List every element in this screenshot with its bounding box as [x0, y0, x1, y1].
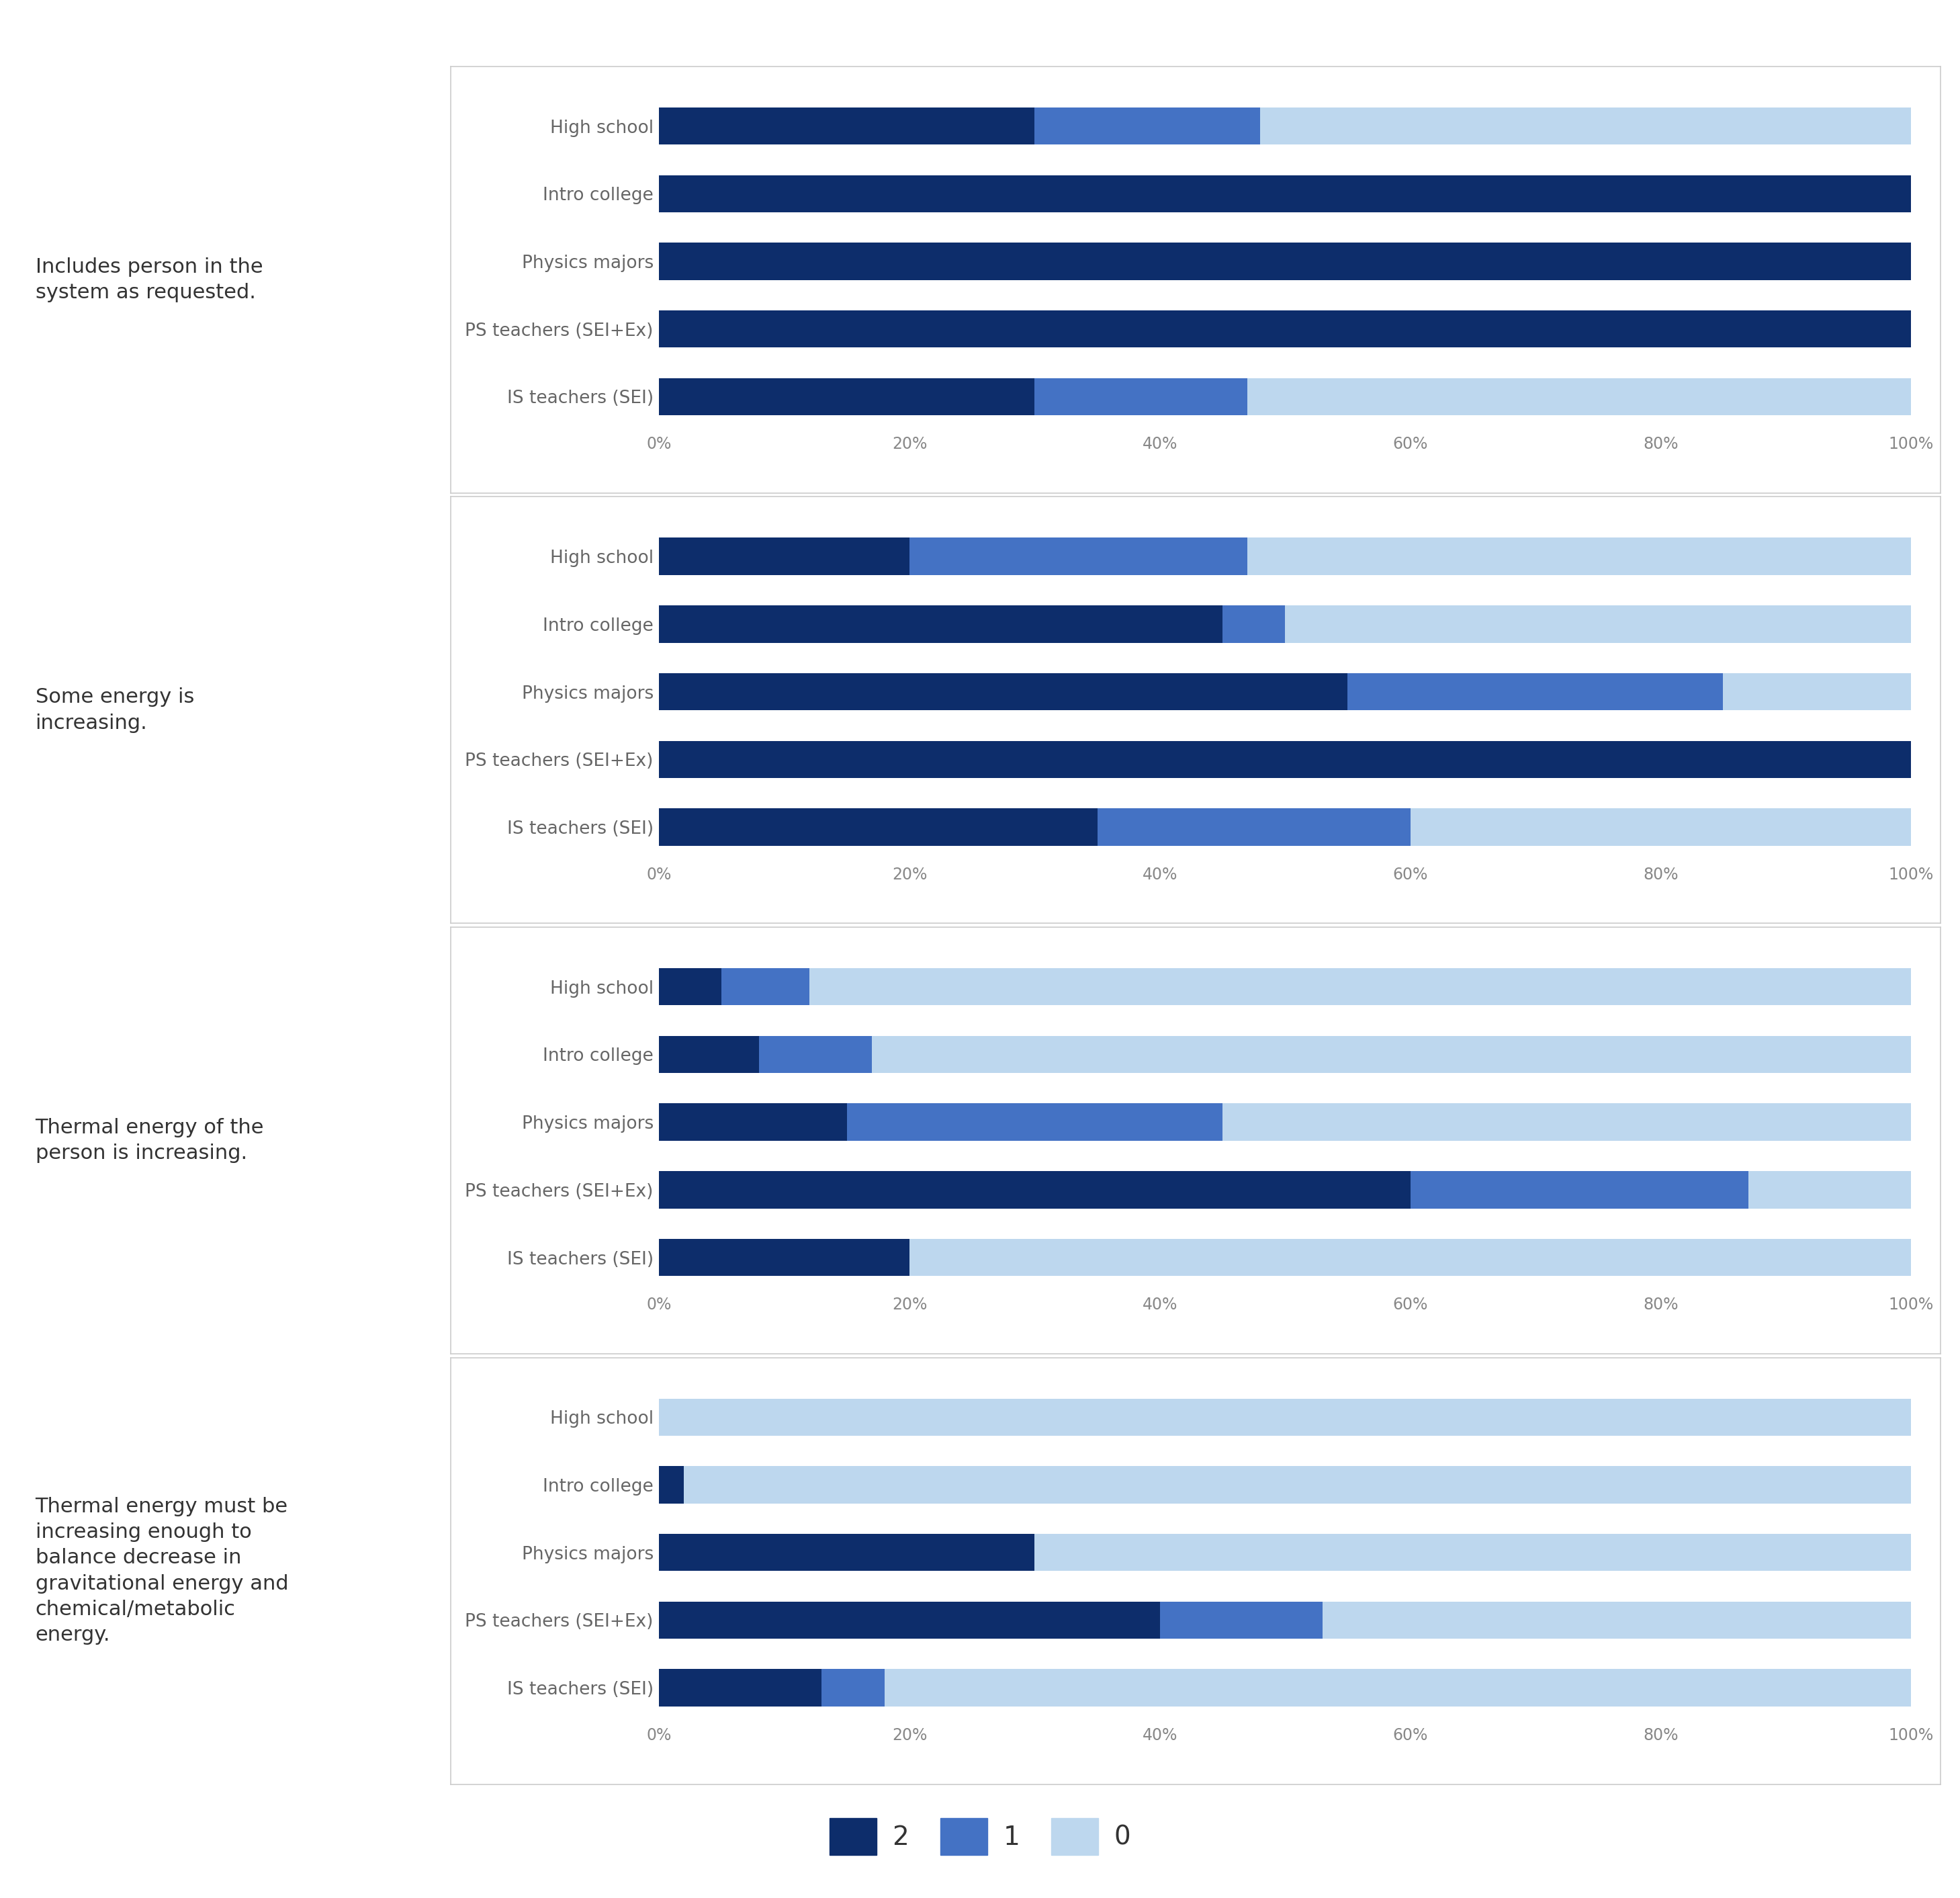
Bar	[884, 1668, 1911, 1706]
Bar	[1323, 1602, 1911, 1638]
Bar	[821, 1668, 884, 1706]
Bar	[659, 537, 909, 575]
Bar	[909, 1239, 1911, 1275]
Bar	[759, 1036, 872, 1072]
Bar	[659, 674, 1348, 710]
Bar	[1286, 605, 1911, 643]
Bar	[909, 537, 1247, 575]
Text: Thermal energy of the
person is increasing.: Thermal energy of the person is increasi…	[35, 1118, 265, 1163]
Bar	[659, 175, 1911, 213]
Bar	[659, 809, 1098, 847]
Bar	[1035, 378, 1247, 416]
Bar	[659, 605, 1223, 643]
Text: Includes person in the
system as requested.: Includes person in the system as request…	[35, 256, 263, 302]
Bar	[1223, 1103, 1911, 1141]
Bar	[1409, 809, 1911, 847]
Bar	[1035, 108, 1260, 144]
Bar	[1409, 1171, 1748, 1209]
Bar	[659, 243, 1911, 281]
Bar	[659, 1668, 821, 1706]
Bar	[659, 968, 721, 1006]
Bar	[1035, 1534, 1911, 1572]
Bar	[659, 1036, 759, 1072]
Bar	[659, 1399, 1911, 1435]
Bar	[872, 1036, 1911, 1072]
Bar	[659, 378, 1035, 416]
Bar	[659, 311, 1911, 347]
Bar	[1160, 1602, 1323, 1638]
Bar	[684, 1467, 1911, 1503]
Bar	[659, 740, 1911, 778]
Legend: 2, 1, 0: 2, 1, 0	[817, 1805, 1143, 1868]
Bar	[1260, 108, 1911, 144]
Bar	[847, 1103, 1223, 1141]
Bar	[1247, 378, 1911, 416]
Bar	[659, 1239, 909, 1275]
Text: Some energy is
increasing.: Some energy is increasing.	[35, 687, 194, 733]
Text: Thermal energy must be
increasing enough to
balance decrease in
gravitational en: Thermal energy must be increasing enough…	[35, 1498, 288, 1646]
Bar	[659, 1534, 1035, 1572]
Bar	[1748, 1171, 1911, 1209]
Bar	[659, 1103, 847, 1141]
Bar	[659, 108, 1035, 144]
Bar	[1223, 605, 1286, 643]
Bar	[659, 1171, 1409, 1209]
Bar	[1723, 674, 1911, 710]
Bar	[1098, 809, 1409, 847]
Bar	[659, 1467, 684, 1503]
Bar	[721, 968, 809, 1006]
Bar	[1348, 674, 1723, 710]
Bar	[809, 968, 1911, 1006]
Bar	[1247, 537, 1911, 575]
Bar	[659, 1602, 1160, 1638]
